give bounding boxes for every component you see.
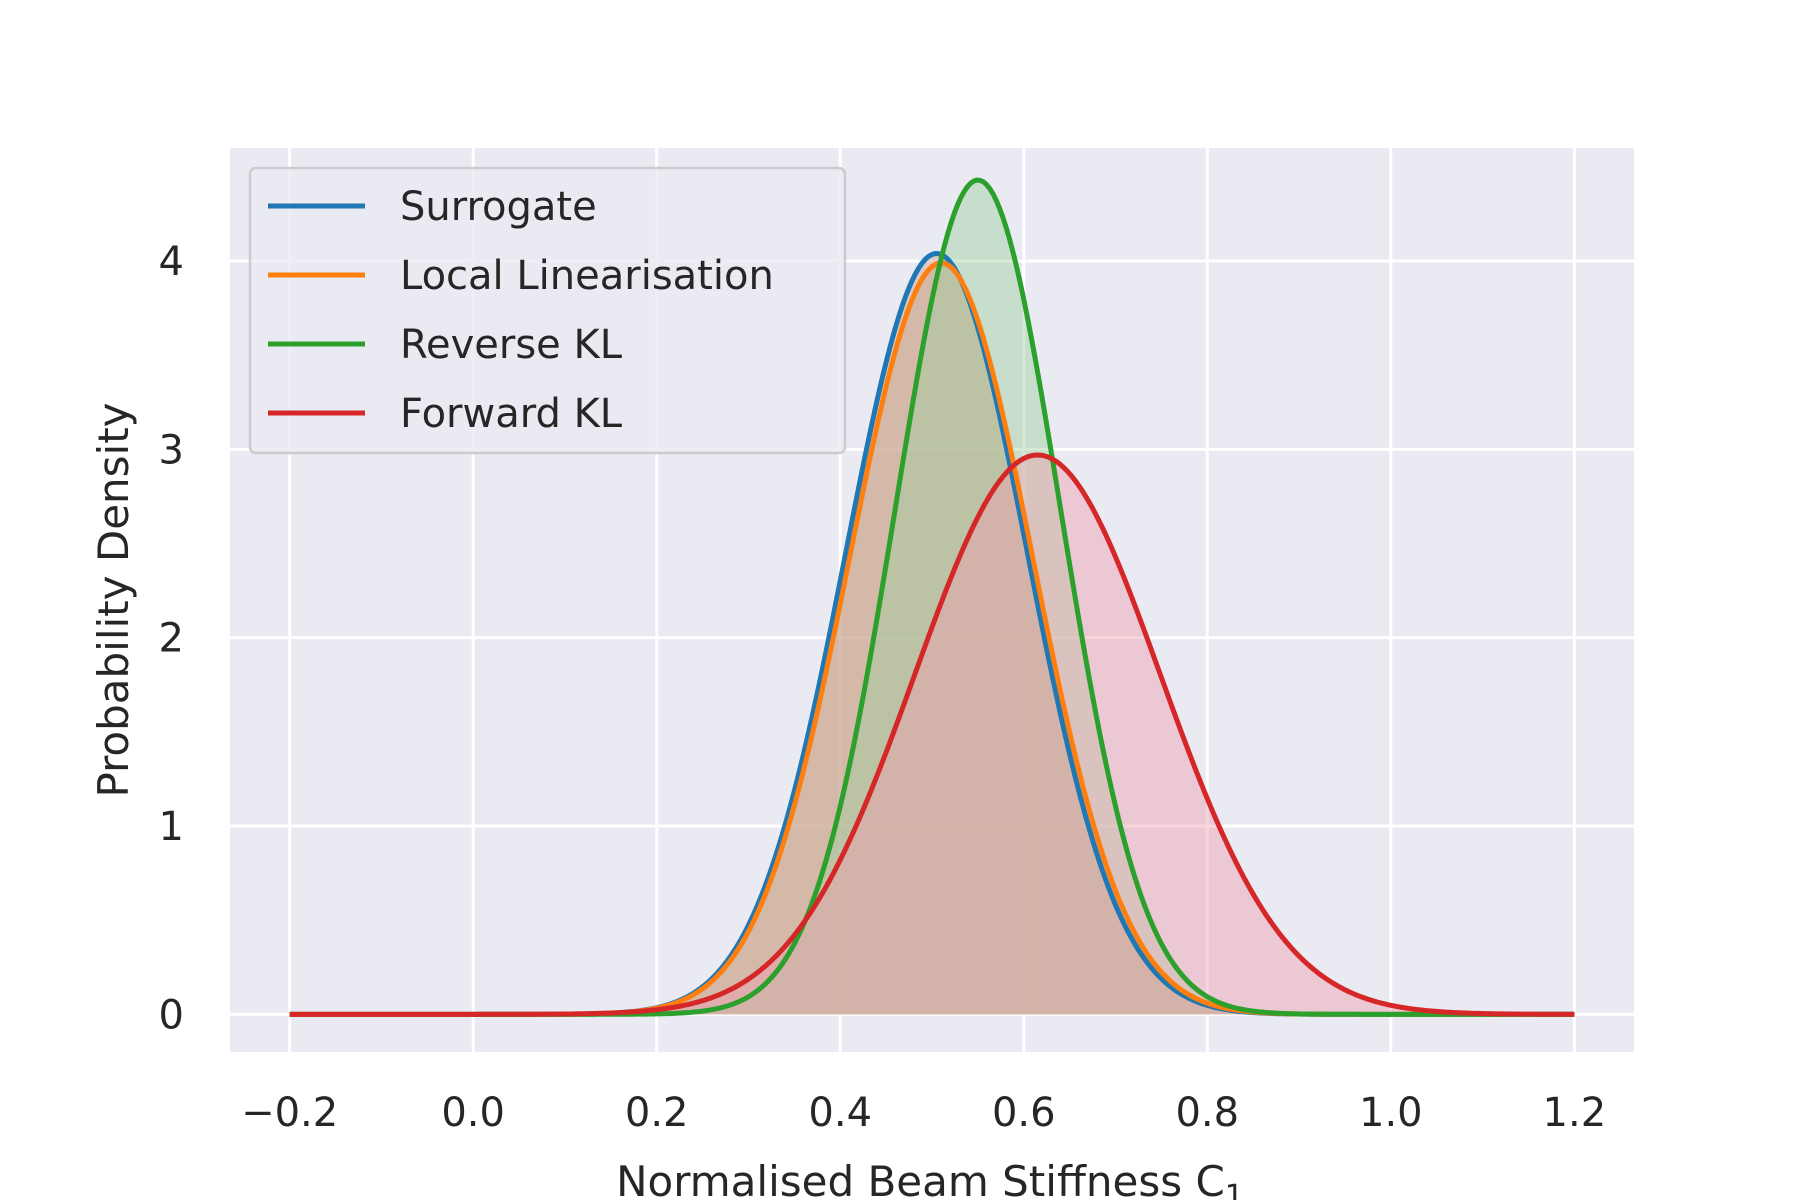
legend-box <box>248 166 847 455</box>
local-linearisation-area <box>289 262 1575 1015</box>
series-lines <box>289 177 1575 1017</box>
x-tick-labels: −0.2 0.0 0.2 0.4 0.6 0.8 1.0 1.2 <box>241 1090 1606 1136</box>
y-tick-label: 0 <box>159 992 184 1038</box>
x-tick-label: 1.0 <box>1359 1090 1423 1136</box>
x-axis-label: Normalised Beam Stiffness C1 <box>616 1157 1244 1200</box>
legend: Surrogate Local Linearisation Reverse KL Fo… <box>248 166 847 455</box>
y-tick-label: 1 <box>159 804 184 850</box>
reverse-kl-area <box>289 180 1575 1015</box>
legend-label-local-linearisation: Local Linearisation <box>400 253 774 299</box>
legend-label-surrogate: Surrogate <box>400 184 597 230</box>
x-tick-label: 1.2 <box>1543 1090 1607 1136</box>
x-tick-label: 0.4 <box>808 1090 872 1136</box>
legend-label-reverse-kl: Reverse KL <box>400 322 623 368</box>
x-tick-label: 0.6 <box>992 1090 1056 1136</box>
x-tick-label: 0.0 <box>441 1090 505 1136</box>
y-tick-label: 3 <box>159 427 184 473</box>
x-tick-label: 0.2 <box>625 1090 689 1136</box>
forward-kl-area <box>289 454 1575 1015</box>
legend-label-forward-kl: Forward KL <box>400 391 623 437</box>
y-tick-labels: 0 1 2 3 4 <box>159 239 184 1038</box>
x-tick-label: 0.8 <box>1175 1090 1239 1136</box>
y-axis-label: Probability Density <box>89 402 138 797</box>
x-tick-label: −0.2 <box>241 1090 338 1136</box>
forward-kl-line <box>289 452 1575 1017</box>
y-tick-label: 4 <box>159 239 184 285</box>
y-tick-label: 2 <box>159 616 184 662</box>
